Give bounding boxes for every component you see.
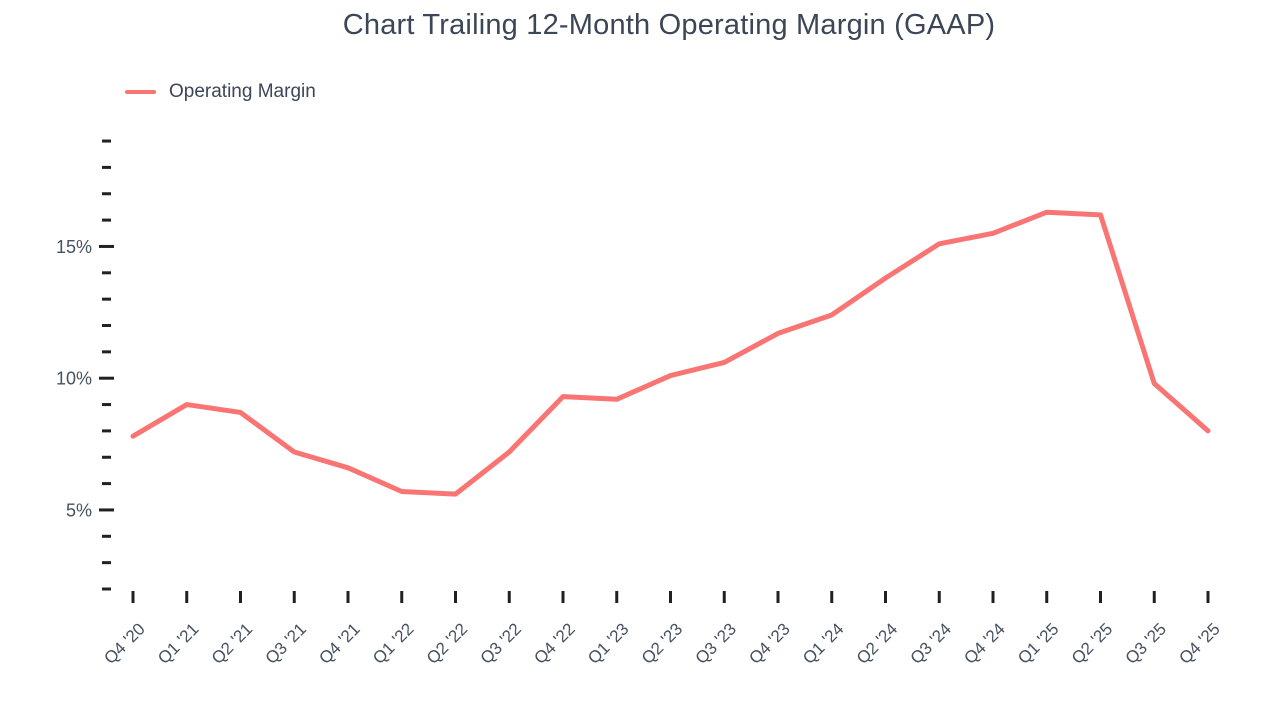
y-tick-label-15: 15%	[56, 237, 92, 257]
x-tick-label-1: Q1 '21	[154, 619, 202, 667]
x-axis-labels: Q4 '20 Q1 '21 Q2 '21 Q3 '21 Q4 '21 Q1 '22 Q2 '…	[100, 619, 1223, 667]
x-tick-label-10: Q2 '23	[638, 619, 686, 667]
x-tick-label-7: Q3 '22	[477, 619, 525, 667]
y-tick-label-5: 5%	[66, 500, 92, 520]
x-tick-label-5: Q1 '22	[369, 619, 417, 667]
y-axis-ticks	[99, 139, 114, 591]
legend-label: Operating Margin	[169, 81, 316, 102]
x-tick-label-4: Q4 '21	[315, 619, 363, 667]
series-line-operating-margin	[130, 209, 1211, 497]
x-tick-label-2: Q2 '21	[208, 619, 256, 667]
x-tick-label-11: Q3 '23	[692, 619, 740, 667]
x-tick-label-12: Q4 '23	[745, 619, 793, 667]
x-tick-label-15: Q3 '24	[907, 619, 955, 667]
x-tick-label-18: Q2 '25	[1068, 619, 1116, 667]
x-tick-label-20: Q4 '25	[1175, 619, 1223, 667]
x-tick-label-17: Q1 '25	[1014, 619, 1062, 667]
x-tick-label-9: Q1 '23	[584, 619, 632, 667]
y-axis-labels: 5% 10% 15%	[56, 237, 92, 521]
series-lines	[130, 209, 1211, 497]
x-tick-label-8: Q4 '22	[530, 619, 578, 667]
chart-title: Chart Trailing 12-Month Operating Margin…	[342, 9, 996, 41]
x-tick-label-3: Q3 '21	[262, 619, 310, 667]
legend-swatch-line	[125, 90, 156, 94]
x-tick-label-14: Q2 '24	[853, 619, 901, 667]
x-tick-label-16: Q4 '24	[960, 619, 1008, 667]
x-tick-label-13: Q1 '24	[799, 619, 847, 667]
x-tick-label-0: Q4 '20	[100, 619, 148, 667]
x-axis-ticks	[131, 591, 1210, 603]
x-tick-label-6: Q2 '22	[423, 619, 471, 667]
y-tick-label-10: 10%	[56, 369, 92, 389]
legend: Operating Margin	[125, 81, 316, 103]
legend-item-operating-margin[interactable]: Operating Margin	[125, 81, 316, 103]
x-tick-label-19: Q3 '25	[1122, 619, 1170, 667]
